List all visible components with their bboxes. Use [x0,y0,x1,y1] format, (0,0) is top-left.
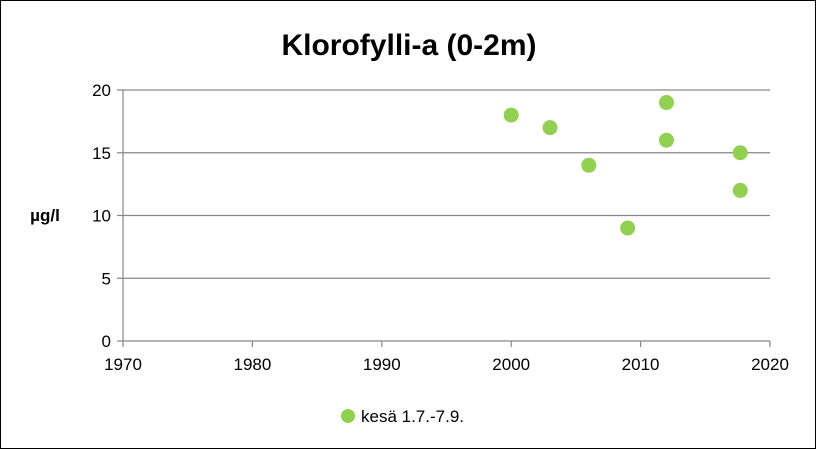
legend: kesä 1.7.-7.9. [341,407,464,426]
chart-title: Klorofylli-a (0-2m) [281,29,536,62]
y-axis-label: µg/l [30,206,60,225]
data-point-0-2 [581,157,597,173]
y-axis-ticks: 0 5 10 15 20 [92,81,123,351]
y-tick-label-1: 5 [102,269,111,288]
y-tick-label-2: 10 [92,207,111,226]
x-tick-label-0: 1970 [104,355,142,374]
gridlines [123,89,770,279]
x-tick-label-2: 1990 [363,355,401,374]
data-point-0-7 [732,182,748,198]
y-tick-label-4: 20 [92,81,111,100]
data-point-0-4 [658,95,674,111]
data-point-0-1 [542,120,558,136]
x-tick-label-1: 1980 [233,355,271,374]
legend-marker [341,409,355,423]
y-tick-label-0: 0 [102,332,111,351]
x-axis-ticks: 1970 1980 1990 2000 2010 2020 [104,341,789,374]
x-tick-label-4: 2010 [622,355,660,374]
legend-label: kesä 1.7.-7.9. [361,407,464,426]
x-tick-label-3: 2000 [492,355,530,374]
data-points [503,95,748,236]
data-point-0-5 [658,132,674,148]
x-tick-label-5: 2020 [751,355,789,374]
data-point-0-6 [732,145,748,161]
y-tick-label-3: 15 [92,144,111,163]
data-point-0-3 [620,220,636,236]
data-point-0-0 [503,107,519,123]
